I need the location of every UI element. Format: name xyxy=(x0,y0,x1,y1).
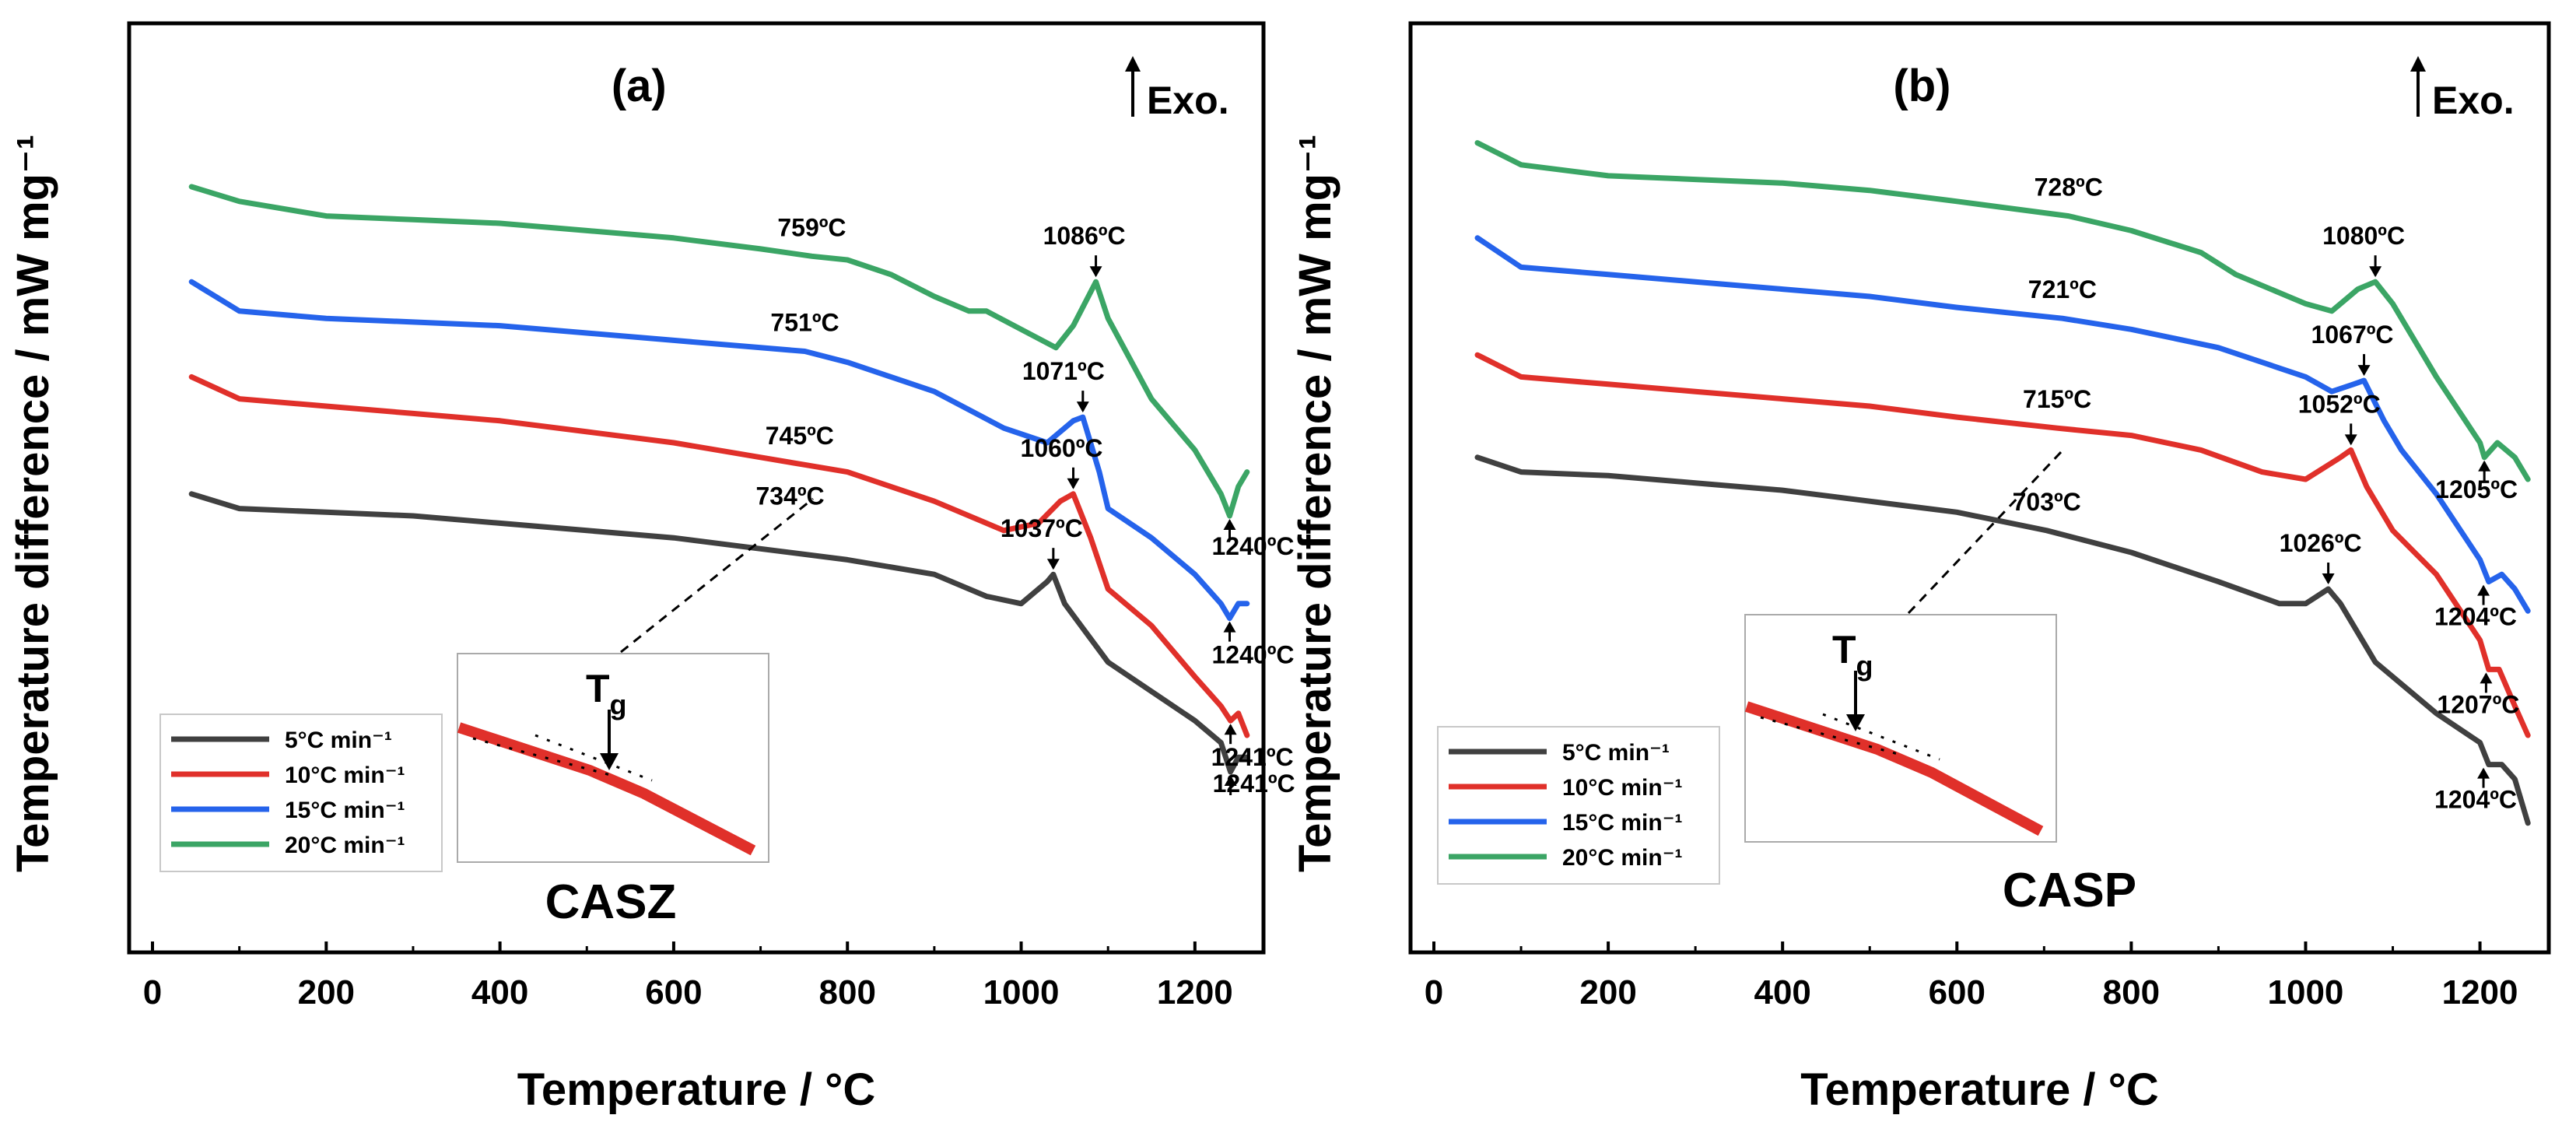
series-line-3 xyxy=(1474,235,2531,614)
exo-label: Exo. xyxy=(1147,79,1229,122)
annotation-label: 759ºC xyxy=(777,213,846,241)
series-line-3 xyxy=(188,279,1250,622)
annotation-label: 1241ºC xyxy=(1213,770,1295,798)
tg-tangent-1 xyxy=(1822,713,1940,761)
series-line-1 xyxy=(1474,454,2531,826)
tg-connector-line xyxy=(1907,450,2063,615)
annotation-label: 1086ºC xyxy=(1043,222,1126,250)
annotation-arrow-head xyxy=(1046,559,1060,570)
annotation-label: 1080ºC xyxy=(2322,222,2405,250)
x-tick-label: 0 xyxy=(1425,973,1443,1012)
annotation-label: 1204ºC xyxy=(2434,603,2517,631)
exo-arrow-head xyxy=(1125,56,1141,72)
tg-connector-line xyxy=(620,497,814,654)
legend-entry: 15°C min⁻¹ xyxy=(1562,810,1683,836)
tg-subscript: g xyxy=(610,689,627,721)
annotation-arrow-head xyxy=(2322,573,2335,584)
annotation-label: 1052ºC xyxy=(2298,390,2381,418)
annotation-label: 1071ºC xyxy=(1022,357,1105,385)
annotation-arrow-head xyxy=(1067,478,1080,489)
series-line-4 xyxy=(1474,140,2531,482)
annotation-arrow-head xyxy=(1224,775,1237,786)
annotation-label: 1067ºC xyxy=(2311,321,2394,349)
annotation-label: 721ºC xyxy=(2028,275,2097,303)
x-tick-label: 600 xyxy=(645,973,702,1012)
annotation-label: 1241ºC xyxy=(1211,743,1294,771)
annotation-label: 1207ºC xyxy=(2437,690,2519,718)
tg-tangent-1 xyxy=(534,734,653,782)
tg-subscript: g xyxy=(1856,650,1873,682)
x-tick-label: 0 xyxy=(143,973,162,1012)
annotation-arrow-head xyxy=(1076,401,1089,413)
exo-label: Exo. xyxy=(2432,79,2515,122)
legend-entry: 15°C min⁻¹ xyxy=(285,798,405,823)
panel-label: (b) xyxy=(1893,61,1950,111)
panel-b: 0 200 400 600 800 1000 1200 Temperature / °C Tem… xyxy=(1290,21,2551,1115)
annotation-arrow-head xyxy=(2357,365,2371,377)
panel-label: (a) xyxy=(612,61,667,111)
y-axis-title: Temperature difference / mW mg⁻¹ xyxy=(1290,135,1341,872)
annotation-label: 1240ºC xyxy=(1212,641,1295,669)
plot-frame xyxy=(1408,21,2551,955)
x-tick-label: 400 xyxy=(471,973,528,1012)
annotation-label: 1240ºC xyxy=(1212,532,1295,560)
x-tick-label: 200 xyxy=(1579,973,1636,1012)
annotation-arrow-head xyxy=(1089,266,1102,278)
tg-inset-curve xyxy=(1744,701,2044,836)
series-line-2 xyxy=(1474,352,2531,738)
annotation-label: 1060ºC xyxy=(1021,434,1103,462)
annotation-arrow-head xyxy=(1223,519,1236,530)
legend-entry: 5°C min⁻¹ xyxy=(1562,740,1670,766)
x-tick-label: 800 xyxy=(819,973,876,1012)
annotation-label: 1205ºC xyxy=(2435,475,2518,503)
sample-label: CASP xyxy=(2003,864,2136,917)
legend-entry: 5°C min⁻¹ xyxy=(285,728,392,753)
annotation-arrow-head xyxy=(2344,434,2357,446)
panel-a: 0 200 400 600 800 1000 1200 Temperature / °C Tem… xyxy=(8,21,1295,1115)
series-line-1 xyxy=(188,491,1250,775)
tg-arrow-head xyxy=(1846,714,1865,731)
annotation-arrow-head xyxy=(2369,266,2382,278)
annotation-label: 1204ºC xyxy=(2434,786,2517,814)
annotation-label: 745ºC xyxy=(766,422,834,450)
x-tick-label: 1200 xyxy=(2442,973,2518,1012)
annotation-arrow-head xyxy=(2480,672,2493,684)
annotation-arrow-head xyxy=(1223,621,1236,633)
annotation-arrow-head xyxy=(2478,460,2491,472)
annotation-label: 751ºC xyxy=(770,309,839,337)
tg-inset-box xyxy=(1744,614,2057,843)
plot-frame xyxy=(127,21,1266,955)
annotation-label: 1037ºC xyxy=(1001,514,1083,542)
x-tick-label: 600 xyxy=(1929,973,1985,1012)
legend-entry: 20°C min⁻¹ xyxy=(285,833,405,858)
annotation-arrow-head xyxy=(2477,767,2490,779)
legend-entry: 10°C min⁻¹ xyxy=(285,763,405,788)
exo-arrow-head xyxy=(2410,56,2426,72)
annotation-arrow-head xyxy=(2477,584,2490,596)
x-tick-label: 200 xyxy=(298,973,355,1012)
tg-inset-curve xyxy=(457,722,756,856)
x-axis-title: Temperature / °C xyxy=(517,1064,875,1115)
x-axis-title: Temperature / °C xyxy=(1800,1064,2158,1115)
annotation-label: 734ºC xyxy=(755,482,824,510)
annotation-arrow-head xyxy=(1224,724,1237,735)
annotation-label: 1026ºC xyxy=(2280,529,2362,557)
annotation-label: 715ºC xyxy=(2023,385,2091,413)
x-tick-label: 800 xyxy=(2103,973,2160,1012)
x-tick-label: 400 xyxy=(1754,973,1810,1012)
x-tick-label: 1000 xyxy=(2268,973,2344,1012)
legend-entry: 10°C min⁻¹ xyxy=(1562,775,1683,801)
series-line-4 xyxy=(188,184,1250,519)
tg-arrow-head xyxy=(600,753,619,770)
series-line-2 xyxy=(188,373,1250,738)
legend-entry: 20°C min⁻¹ xyxy=(1562,845,1683,871)
annotation-label: 728ºC xyxy=(2035,174,2103,202)
x-tick-label: 1000 xyxy=(983,973,1060,1012)
sample-label: CASZ xyxy=(545,875,677,929)
y-axis-title: Temperature difference / mW mg⁻¹ xyxy=(8,135,58,872)
x-tick-label: 1200 xyxy=(1157,973,1233,1012)
